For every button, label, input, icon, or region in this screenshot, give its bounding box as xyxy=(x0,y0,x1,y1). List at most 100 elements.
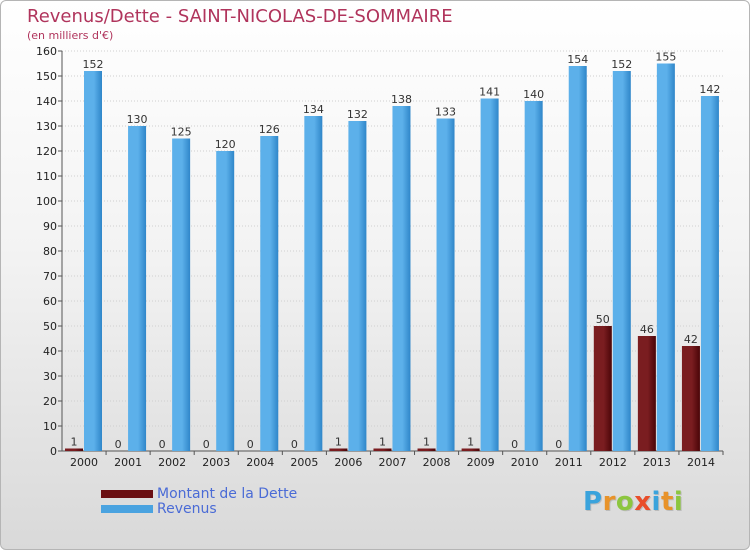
bar-debt xyxy=(65,448,83,451)
logo-letter: i xyxy=(651,487,661,517)
y-tick-label: 10 xyxy=(43,420,57,433)
bar-revenue xyxy=(348,121,367,451)
bar-debt xyxy=(373,448,392,451)
bar-revenue xyxy=(612,71,631,451)
x-tick-label: 2007 xyxy=(379,456,407,469)
y-tick-label: 70 xyxy=(43,270,57,283)
value-label-revenue: 140 xyxy=(523,88,544,101)
y-tick-label: 60 xyxy=(43,295,57,308)
value-label-revenue: 133 xyxy=(435,106,456,119)
logo-letter: x xyxy=(634,487,652,517)
value-label-debt: 0 xyxy=(511,438,518,451)
bar-revenue xyxy=(656,63,675,451)
y-tick-label: 130 xyxy=(36,120,57,133)
chart-title: Revenus/Dette - SAINT-NICOLAS-DE-SOMMAIR… xyxy=(27,6,453,27)
x-tick-label: 2010 xyxy=(511,456,539,469)
legend-swatch-debt xyxy=(101,490,153,498)
value-label-debt: 1 xyxy=(379,436,386,449)
value-label-debt: 1 xyxy=(71,436,78,449)
x-tick-label: 2003 xyxy=(202,456,230,469)
bar-revenue xyxy=(128,126,147,451)
bar-debt xyxy=(461,448,480,451)
bar-revenue xyxy=(84,71,102,451)
value-label-debt: 46 xyxy=(640,323,654,336)
bar-debt xyxy=(593,326,612,451)
value-label-revenue: 120 xyxy=(215,138,236,151)
x-tick-label: 2006 xyxy=(334,456,362,469)
value-label-revenue: 134 xyxy=(303,103,324,116)
y-tick-label: 90 xyxy=(43,220,57,233)
x-tick-label: 2012 xyxy=(599,456,627,469)
value-label-revenue: 130 xyxy=(127,113,148,126)
bar-revenue xyxy=(304,116,323,451)
logo-letter: P xyxy=(583,487,603,517)
bar-revenue xyxy=(568,66,587,451)
bar-revenue xyxy=(480,98,499,451)
x-tick-label: 2008 xyxy=(423,456,451,469)
bar-revenue xyxy=(392,106,411,451)
x-tick-label: 2001 xyxy=(114,456,142,469)
logo-letter: o xyxy=(615,487,635,517)
value-label-debt: 0 xyxy=(247,438,254,451)
bar-debt xyxy=(637,336,656,451)
proxiti-logo: Proxiti xyxy=(583,487,683,517)
y-tick-label: 30 xyxy=(43,370,57,383)
x-tick-label: 2014 xyxy=(687,456,715,469)
value-label-revenue: 154 xyxy=(567,53,588,66)
bar-revenue xyxy=(436,118,455,451)
y-tick-label: 40 xyxy=(43,345,57,358)
y-tick-label: 120 xyxy=(36,145,57,158)
bar-revenue xyxy=(216,151,235,451)
value-label-debt: 0 xyxy=(159,438,166,451)
value-label-revenue: 138 xyxy=(391,93,412,106)
bar-debt xyxy=(329,448,348,451)
value-label-revenue: 126 xyxy=(259,123,280,136)
x-tick-label: 2009 xyxy=(467,456,495,469)
bar-debt xyxy=(681,346,700,451)
y-tick-label: 50 xyxy=(43,320,57,333)
value-label-debt: 0 xyxy=(291,438,298,451)
x-tick-label: 2004 xyxy=(246,456,274,469)
x-tick-label: 2013 xyxy=(643,456,671,469)
y-tick-label: 140 xyxy=(36,95,57,108)
value-label-revenue: 141 xyxy=(479,86,500,99)
x-tick-label: 2011 xyxy=(555,456,583,469)
legend-label-revenue: Revenus xyxy=(157,501,217,517)
y-tick-label: 20 xyxy=(43,395,57,408)
bar-debt xyxy=(417,448,436,451)
x-tick-label: 2000 xyxy=(70,456,98,469)
value-label-revenue: 132 xyxy=(347,108,368,121)
bar-revenue xyxy=(700,96,719,451)
legend-label-debt: Montant de la Dette xyxy=(157,486,298,502)
value-label-debt: 1 xyxy=(467,436,474,449)
x-tick-label: 2002 xyxy=(158,456,186,469)
value-label-revenue: 155 xyxy=(655,51,676,64)
value-label-debt: 0 xyxy=(115,438,122,451)
y-tick-label: 100 xyxy=(36,195,57,208)
value-label-debt: 0 xyxy=(203,438,210,451)
y-tick-label: 160 xyxy=(36,45,57,58)
value-label-revenue: 125 xyxy=(171,126,192,139)
value-label-revenue: 142 xyxy=(699,83,720,96)
value-label-debt: 1 xyxy=(423,436,430,449)
value-label-debt: 50 xyxy=(596,313,610,326)
chart-subtitle: (en milliers d'€) xyxy=(27,29,114,42)
logo-letter: r xyxy=(602,487,616,517)
y-tick-label: 80 xyxy=(43,245,57,258)
bar-revenue xyxy=(172,138,191,451)
bar-revenue xyxy=(260,136,279,451)
value-label-revenue: 152 xyxy=(83,58,104,71)
value-label-debt: 1 xyxy=(335,436,342,449)
logo-letter: i xyxy=(673,487,684,517)
logo-letter: t xyxy=(660,487,674,517)
value-label-debt: 42 xyxy=(684,333,698,346)
bar-revenue xyxy=(524,101,543,451)
y-tick-label: 150 xyxy=(36,70,57,83)
legend-swatch-revenue xyxy=(101,505,153,513)
value-label-revenue: 152 xyxy=(611,58,632,71)
y-tick-label: 110 xyxy=(36,170,57,183)
value-label-debt: 0 xyxy=(555,438,562,451)
y-tick-label: 0 xyxy=(50,445,57,458)
